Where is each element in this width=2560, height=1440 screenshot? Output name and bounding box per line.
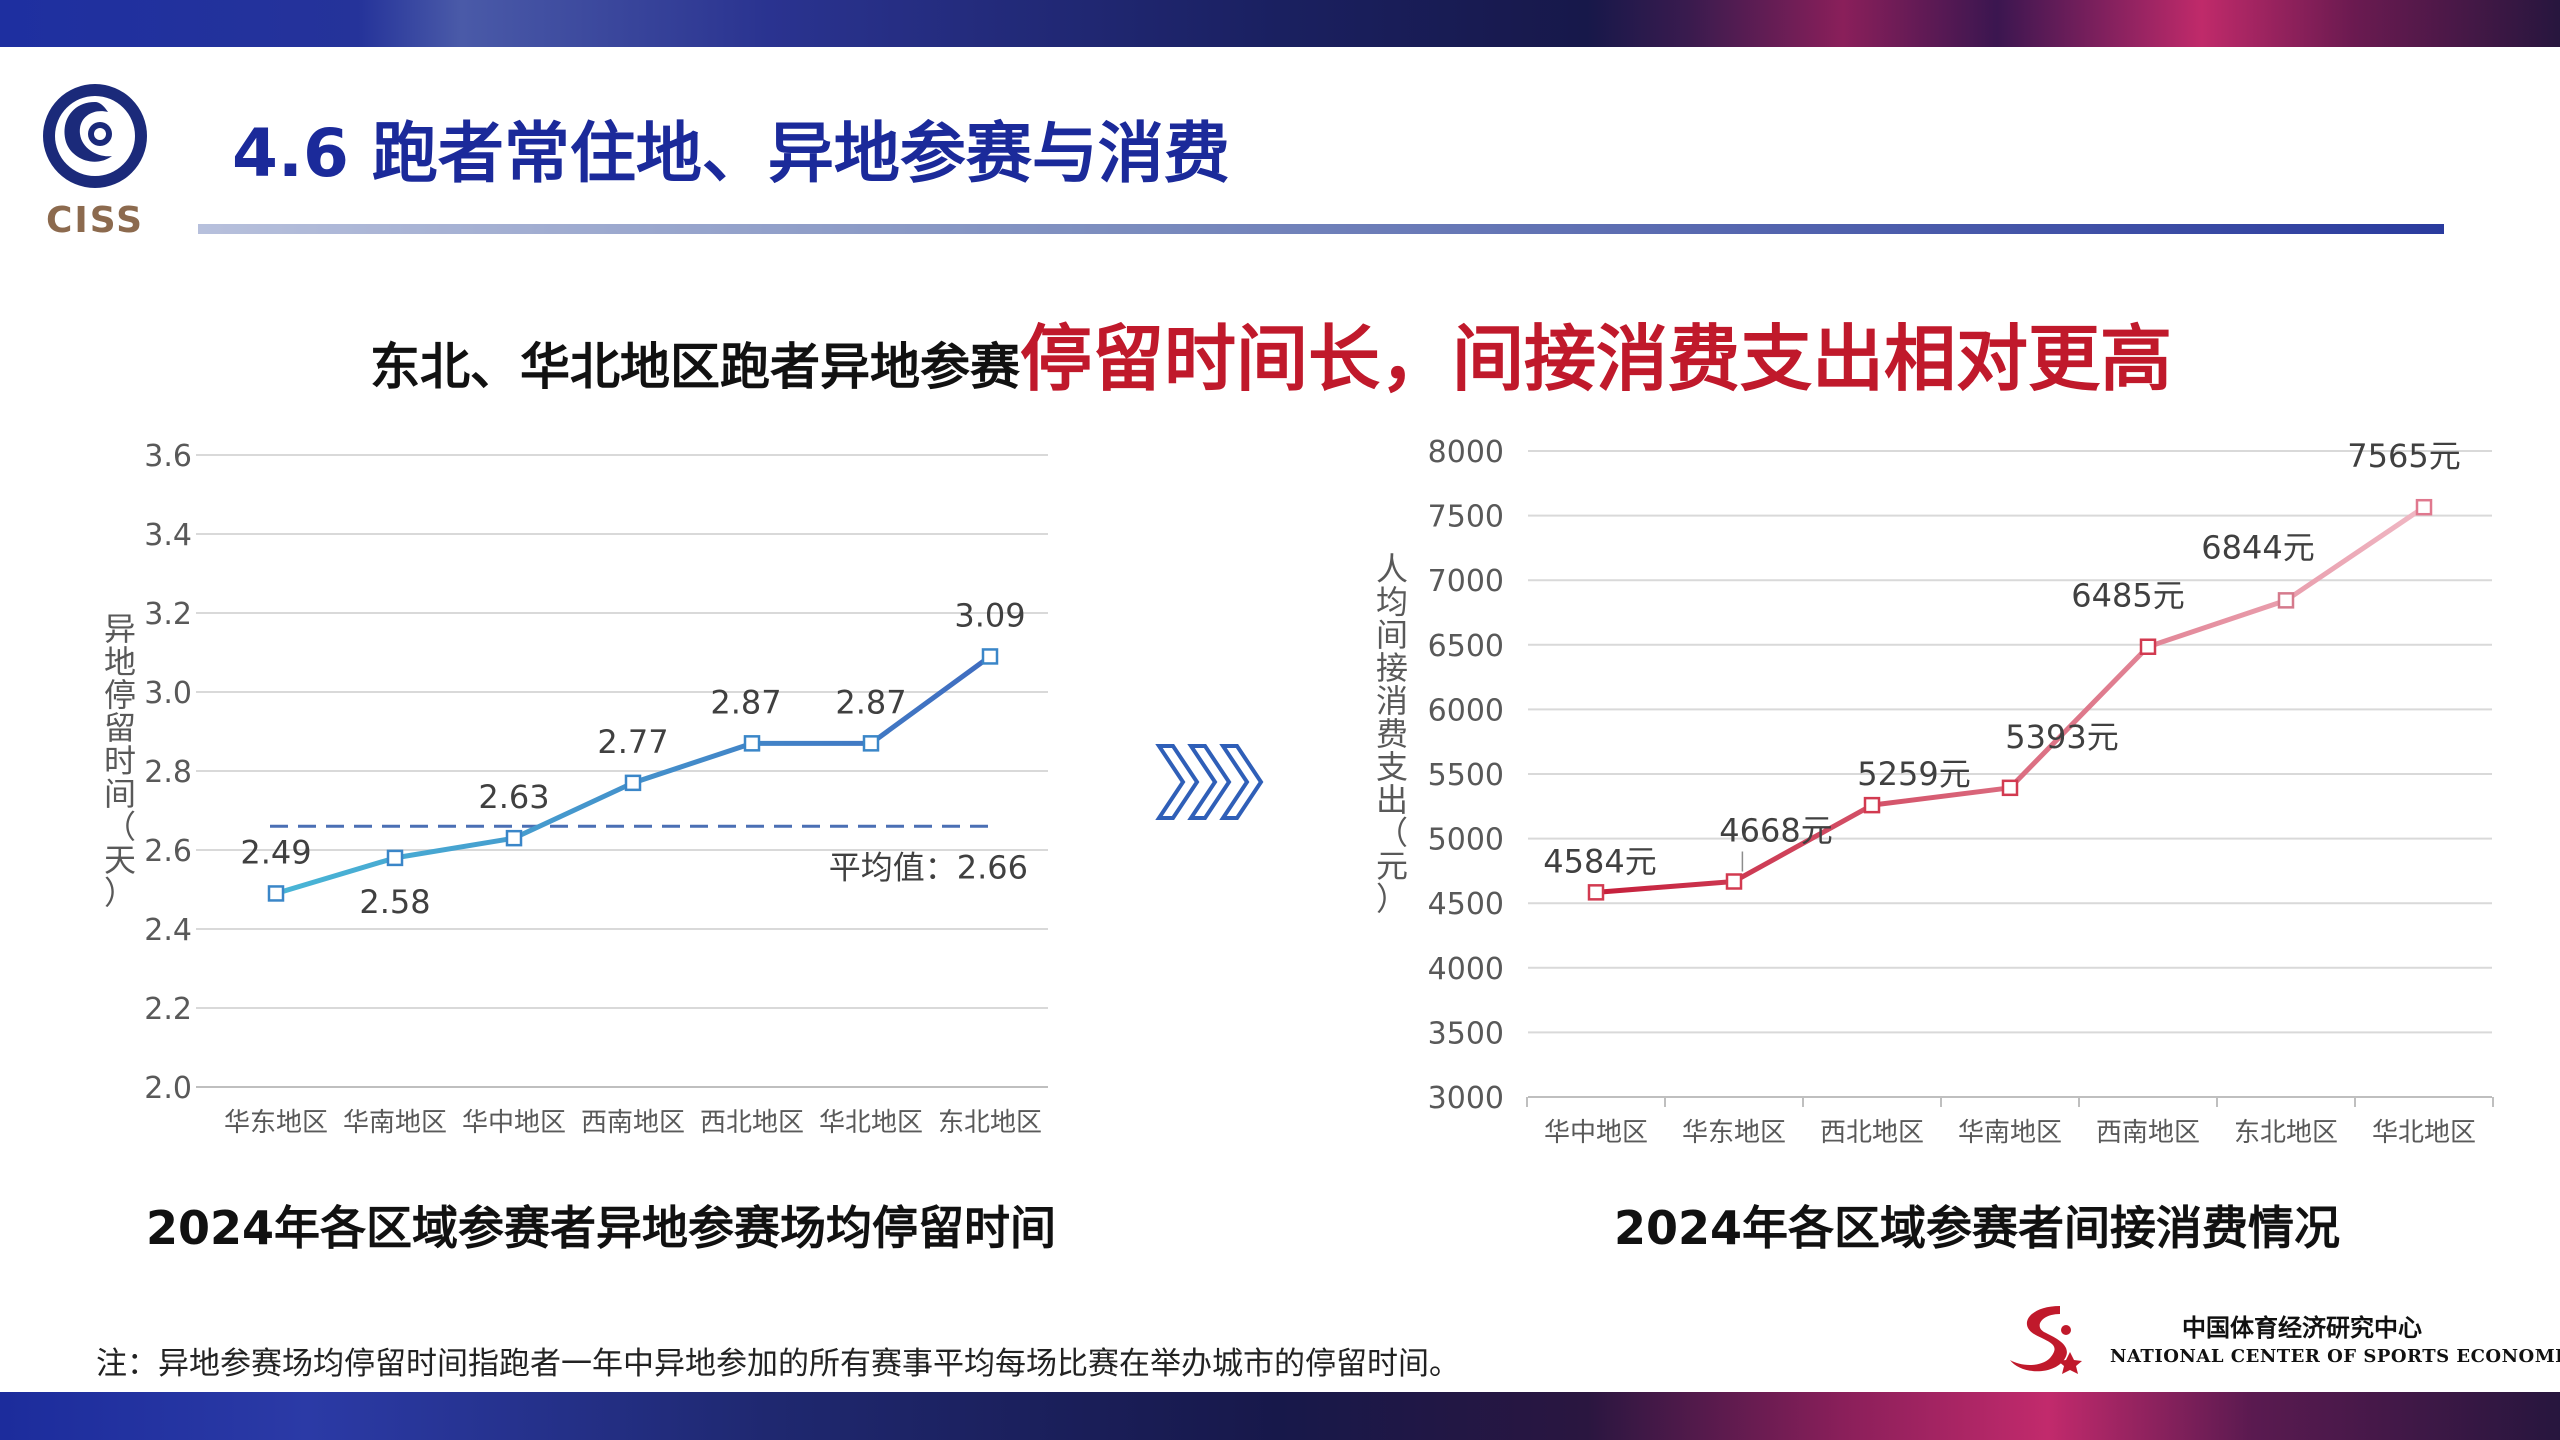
data-point	[1863, 796, 1881, 814]
x-category-label: 华南地区	[343, 1108, 447, 1138]
y-tick-label: 3000	[1428, 1081, 1504, 1116]
x-category-label: 华东地区	[224, 1108, 328, 1138]
right-chart-caption: 2024年各区域参赛者间接消费情况	[1614, 1201, 2341, 1255]
left-chart-caption: 2024年各区域参赛者异地参赛场均停留时间	[146, 1201, 1057, 1255]
logo-text: CISS	[45, 200, 145, 241]
data-label: 5393元	[2005, 718, 2118, 756]
page-title: 4.6 跑者常住地、异地参赛与消费	[232, 115, 1230, 192]
x-category-label: 华东地区	[1682, 1118, 1786, 1148]
x-category-label: 华中地区	[462, 1108, 566, 1138]
data-point	[1587, 884, 1605, 901]
headline-black: 东北、华北地区跑者异地参赛	[370, 338, 1020, 396]
data-label: 2.87	[835, 683, 906, 721]
chevron-right-arrow-icon	[1155, 744, 1264, 820]
y-tick-label: 2.6	[144, 834, 192, 869]
data-point	[624, 774, 642, 792]
ncse-logo-icon	[2010, 1306, 2082, 1374]
y-tick-label: 3.0	[144, 676, 192, 711]
y-tick-label: 4000	[1428, 952, 1504, 987]
x-category-label: 华北地区	[2372, 1118, 2476, 1148]
data-label: 2.63	[478, 778, 549, 816]
y-tick-label: 5000	[1428, 823, 1504, 858]
bottom-decor-bar	[0, 1392, 2560, 1440]
top-decor-bar	[0, 0, 2560, 47]
data-point	[981, 648, 999, 665]
x-category-label: 西南地区	[2096, 1118, 2200, 1148]
x-category-label: 东北地区	[2234, 1118, 2338, 1148]
y-tick-label: 3.2	[144, 597, 192, 632]
y-tick-label: 8000	[1428, 435, 1504, 470]
y-tick-label: 7000	[1428, 564, 1504, 599]
x-category-label: 华北地区	[819, 1108, 923, 1138]
x-category-label: 华中地区	[1544, 1118, 1648, 1148]
y-tick-label: 2.2	[144, 992, 192, 1027]
data-label: 3.09	[954, 596, 1025, 634]
y-axis-label: 人均间接消费支出（元）	[1376, 550, 1408, 918]
x-category-label: 西北地区	[700, 1108, 804, 1138]
footer-org-cn: 中国体育经济研究中心	[2182, 1313, 2422, 1342]
data-point	[505, 829, 523, 847]
x-category-label: 华南地区	[1958, 1118, 2062, 1148]
x-category-label: 东北地区	[938, 1108, 1042, 1138]
data-label: 2.77	[597, 723, 668, 761]
y-tick-label: 2.8	[144, 755, 192, 790]
y-tick-label: 2.4	[144, 913, 192, 948]
data-label: 4668元	[1719, 811, 1832, 849]
data-point	[2415, 498, 2433, 516]
data-label: 6485元	[2071, 577, 2184, 615]
data-point	[2139, 638, 2157, 655]
data-label: 2.87	[710, 683, 781, 721]
data-point	[1725, 873, 1743, 890]
ciss-logo-icon	[43, 84, 147, 188]
right-chart: 3000 3500 4000 4500 5000 5500 6000 6500 7000 7500…	[1376, 435, 2494, 1148]
data-point	[267, 885, 285, 902]
data-point	[743, 735, 761, 752]
left-chart: 2.02.22.42.62.83.03.23.43.6华东地区 华南地区 华中地区西…	[104, 439, 1048, 1138]
data-label: 2.49	[240, 833, 311, 871]
y-tick-label: 7500	[1428, 500, 1504, 535]
footnote: 注：异地参赛场均停留时间指跑者一年中异地参加的所有赛事平均每场比赛在举办城市的停…	[96, 1346, 1460, 1382]
data-label: 6844元	[2201, 528, 2314, 566]
average-label: 平均值：2.66	[829, 848, 1028, 886]
y-tick-label: 6500	[1428, 629, 1504, 664]
title-divider	[198, 224, 2444, 234]
data-point	[2277, 592, 2295, 609]
y-tick-label: 3500	[1428, 1016, 1504, 1051]
headline-red: 停留时间长，间接消费支出相对更高	[1020, 317, 2173, 401]
data-point	[2001, 779, 2019, 797]
data-point	[386, 849, 404, 867]
data-label: 4584元	[1543, 842, 1656, 880]
y-tick-label: 4500	[1428, 887, 1504, 922]
headline: 东北、华北地区跑者异地参赛停留时间长，间接消费支出相对更高	[370, 300, 2172, 405]
y-tick-label: 6000	[1428, 693, 1504, 728]
ciss-logo: CISS	[30, 78, 160, 248]
y-axis-label: 异地停留时间（天）	[104, 610, 136, 912]
data-point	[862, 735, 880, 752]
x-category-label: 西南地区	[581, 1108, 685, 1138]
data-label: 5259元	[1857, 755, 1970, 793]
y-tick-label: 3.6	[144, 439, 192, 474]
y-tick-label: 5500	[1428, 758, 1504, 793]
footer-org-en: NATIONAL CENTER OF SPORTS ECONOMIC	[2110, 1346, 2560, 1367]
data-label: 2.58	[359, 883, 430, 921]
y-tick-label: 3.4	[144, 518, 192, 553]
y-tick-label: 2.0	[144, 1071, 192, 1106]
x-category-label: 西北地区	[1820, 1118, 1924, 1148]
data-label: 7565元	[2347, 437, 2460, 475]
